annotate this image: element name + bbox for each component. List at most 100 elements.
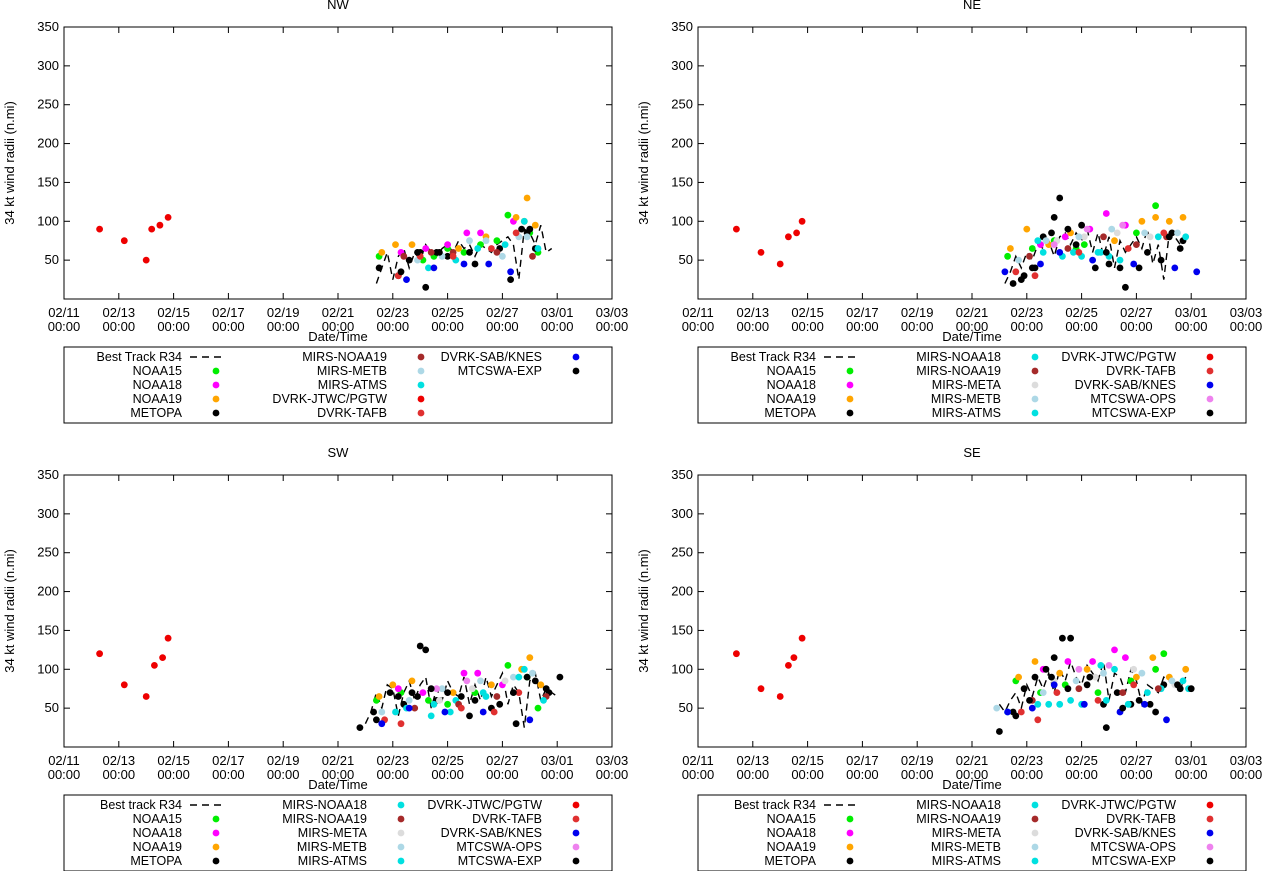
data-point: [1056, 669, 1064, 677]
series-noaa15: [1012, 650, 1168, 696]
series-noaa15: [375, 211, 542, 264]
data-point: [438, 685, 446, 693]
legend-label: DVRK-JTWC/PGTW: [1061, 350, 1176, 364]
x-tick-time: 00:00: [486, 319, 519, 334]
data-point: [425, 697, 432, 704]
data-point: [1102, 724, 1110, 731]
y-tick-label: 200: [671, 584, 693, 599]
data-point: [488, 245, 495, 252]
data-point: [1130, 665, 1138, 673]
x-tick-time: 00:00: [791, 319, 824, 334]
data-point: [1105, 662, 1113, 669]
x-axis-label: Date/Time: [308, 329, 367, 344]
legend-label: MTCSWA-EXP: [458, 364, 542, 378]
x-tick-date: 02/27: [486, 305, 519, 320]
data-point: [1064, 245, 1072, 252]
legend-swatch: [846, 815, 854, 823]
series-mtcswa-ops: [433, 677, 471, 693]
legend-swatch: [397, 829, 405, 837]
data-point: [1075, 685, 1083, 693]
data-point: [507, 268, 514, 276]
x-tick-date: 02/15: [791, 305, 824, 320]
data-point: [1102, 249, 1110, 256]
x-tick-date: 02/17: [846, 305, 879, 320]
series-mirs-atms: [425, 217, 542, 272]
chart-title: NE: [963, 0, 981, 12]
data-point: [510, 689, 517, 696]
legend-label: METOPA: [130, 854, 182, 868]
legend-label: MIRS-METB: [297, 840, 367, 854]
x-tick-date: 02/27: [486, 753, 519, 768]
legend-swatch: [846, 381, 854, 389]
x-tick-date: 03/01: [541, 753, 574, 768]
legend-swatch: [1206, 815, 1214, 823]
x-tick-time: 00:00: [1065, 319, 1098, 334]
data-point: [526, 716, 534, 724]
data-point: [1174, 229, 1181, 237]
legend-label: DVRK-JTWC/PGTW: [1061, 798, 1176, 812]
x-tick-date: 02/11: [48, 305, 80, 320]
legend-label: DVRK-JTWC/PGTW: [427, 798, 542, 812]
x-tick-time: 00:00: [901, 319, 934, 334]
data-point: [1113, 229, 1121, 237]
data-point: [1154, 685, 1162, 693]
data-point: [96, 225, 103, 233]
x-tick-time: 00:00: [322, 767, 355, 782]
legend-label: MIRS-NOAA19: [916, 364, 1001, 378]
data-point: [1026, 252, 1033, 260]
series-mirs-atms: [1034, 233, 1190, 264]
legend-box: [63, 794, 613, 871]
series-mirs-noaa19: [400, 249, 536, 260]
x-tick-date: 02/17: [846, 753, 879, 768]
data-point: [414, 249, 421, 256]
legend-label: MIRS-META: [298, 826, 368, 840]
data-point: [518, 225, 525, 233]
data-point: [493, 693, 501, 700]
y-tick-label: 50: [45, 700, 59, 715]
legend-swatch: [846, 395, 854, 403]
x-tick-time: 00:00: [486, 767, 519, 782]
series-mtcswa-ops: [1075, 662, 1113, 673]
data-point: [1097, 249, 1105, 256]
legend-label: METOPA: [764, 854, 816, 868]
data-point: [1176, 245, 1184, 252]
x-tick-date: 02/15: [157, 753, 190, 768]
series-mirs-atms: [403, 673, 547, 720]
data-point: [1116, 256, 1124, 264]
legend-label: DVRK-TAFB: [1106, 364, 1176, 378]
y-tick-label: 250: [671, 545, 693, 560]
data-point: [1152, 202, 1159, 210]
data-point: [1056, 249, 1064, 256]
y-tick-label: 150: [37, 622, 59, 637]
data-point: [1072, 241, 1080, 249]
data-point: [996, 728, 1003, 735]
legend-label: MTCSWA-EXP: [1092, 406, 1176, 420]
data-point: [757, 249, 765, 256]
legend-swatch: [1031, 815, 1039, 823]
data-point: [733, 650, 740, 658]
data-point: [471, 697, 479, 704]
x-tick-time: 00:00: [1175, 767, 1208, 782]
data-point: [120, 237, 128, 245]
data-point: [1100, 669, 1107, 677]
y-tick-label: 300: [671, 506, 693, 521]
x-tick-date: 02/11: [48, 753, 80, 768]
series-noaa18: [397, 217, 517, 256]
legend-swatch: [572, 367, 580, 375]
y-tick-label: 100: [671, 661, 693, 676]
series-mtcswa-ops: [1050, 221, 1127, 249]
legend-label: NOAA18: [767, 378, 816, 392]
data-point: [529, 669, 536, 677]
x-tick-time: 00:00: [791, 767, 824, 782]
data-point: [1130, 260, 1138, 268]
x-tick-time: 00:00: [157, 319, 190, 334]
series-mirs-metb: [414, 233, 531, 264]
data-point: [1111, 646, 1118, 654]
legend-label: MIRS-ATMS: [298, 854, 367, 868]
series-noaa18: [1039, 646, 1129, 673]
data-point: [1119, 689, 1127, 696]
data-point: [1045, 700, 1053, 708]
data-point: [1050, 241, 1058, 249]
x-tick-date: 02/21: [322, 753, 355, 768]
